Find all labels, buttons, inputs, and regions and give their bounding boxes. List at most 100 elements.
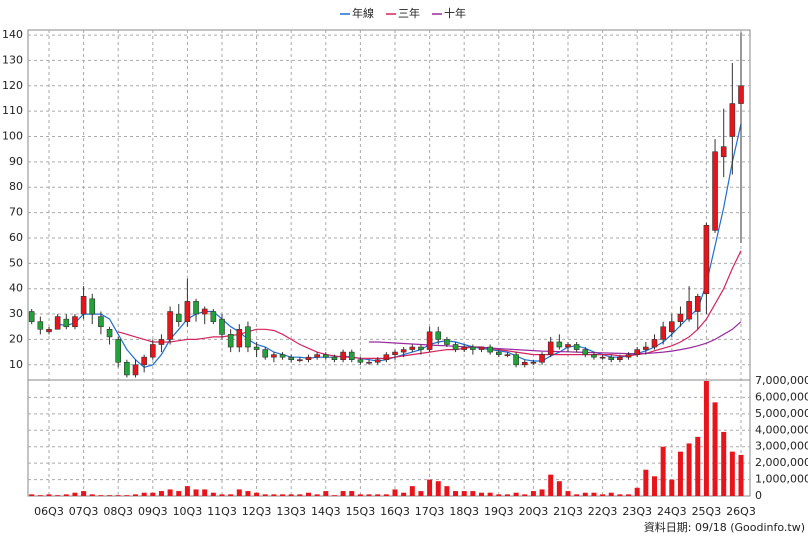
candle-body: [591, 354, 597, 358]
candle-body: [150, 344, 156, 358]
candle-body: [573, 344, 580, 350]
candle-body: [37, 321, 44, 330]
candle-body: [461, 346, 468, 350]
volume-bar: [401, 492, 407, 496]
candle-body: [677, 313, 684, 322]
volume-bar: [539, 489, 545, 496]
candle-body: [158, 339, 165, 345]
y-tick-label: 100: [2, 130, 23, 143]
volume-bar: [262, 494, 268, 496]
candle-body: [245, 326, 251, 348]
candle-body: [694, 296, 701, 312]
volume-bar: [479, 492, 484, 496]
candle-body: [72, 316, 78, 328]
y2-tick-label: 6,000,000: [755, 390, 808, 403]
candle-body: [357, 359, 364, 363]
candle-body: [565, 344, 571, 348]
y-tick-label: 140: [2, 28, 23, 41]
candle-body: [668, 321, 675, 333]
candle-body: [582, 349, 589, 355]
candle-body: [426, 331, 433, 350]
candle-body: [80, 296, 87, 315]
y-tick-label: 30: [9, 307, 23, 320]
volume-bar: [133, 494, 138, 496]
volume-bar: [383, 494, 389, 496]
candle-body: [539, 354, 545, 363]
y2-tick-label: 1,000,000: [755, 473, 808, 486]
candle-body: [46, 328, 52, 333]
volume-bar: [530, 491, 536, 496]
volume-bar: [712, 402, 718, 496]
volume-bar: [548, 474, 554, 496]
volume-bar: [634, 487, 640, 496]
volume-bar: [176, 491, 182, 496]
volume-bar: [98, 495, 104, 496]
volume-bar: [202, 489, 208, 496]
volume-bar: [297, 494, 303, 496]
y2-tick-label: 2,000,000: [755, 456, 808, 469]
volume-bar: [626, 494, 632, 496]
x-tick-label: 08Q3: [103, 505, 133, 518]
candle-body: [124, 361, 130, 376]
y2-tick-label: 4,000,000: [755, 423, 808, 436]
candle-body: [470, 346, 476, 350]
candle-body: [383, 354, 390, 361]
volume-bar: [72, 492, 78, 496]
x-tick-label: 25Q3: [692, 505, 722, 518]
ma-line: [57, 123, 742, 368]
x-tick-label: 07Q3: [69, 505, 99, 518]
candle-body: [89, 298, 96, 315]
candle-body: [660, 326, 666, 340]
volume-bar: [63, 494, 69, 496]
candle-body: [547, 341, 554, 355]
x-tick-label: 12Q3: [242, 505, 272, 518]
volume-bar: [349, 491, 355, 496]
candle-body: [738, 85, 744, 104]
y-tick-label: 20: [9, 332, 23, 345]
volume-bar: [643, 469, 649, 496]
volume-bar: [323, 491, 329, 496]
y-tick-label: 110: [2, 104, 23, 117]
volume-bar: [556, 481, 562, 496]
candle-body: [504, 354, 511, 356]
x-tick-label: 09Q3: [138, 505, 168, 518]
volume-bar: [271, 494, 277, 496]
candle-body: [297, 359, 303, 362]
volume-bar: [46, 494, 52, 496]
y-tick-label: 60: [9, 231, 23, 244]
candle-body: [279, 354, 286, 358]
candle-body: [305, 356, 312, 361]
legend-label: 年線: [352, 6, 374, 20]
candle-body: [712, 151, 718, 231]
candle-body: [556, 341, 563, 348]
x-tick-label: 16Q3: [380, 505, 410, 518]
candle-body: [106, 328, 113, 338]
candle-body: [418, 346, 424, 350]
volume-bar: [184, 486, 190, 496]
volume-bar: [115, 495, 121, 496]
volume-bar: [695, 436, 701, 496]
volume-bar: [306, 492, 311, 496]
volume-bar: [89, 494, 95, 496]
y2-tick-label: 3,000,000: [755, 440, 808, 453]
candle-body: [703, 224, 710, 295]
volume-bar: [686, 443, 692, 496]
ma-line: [369, 321, 742, 355]
volume-bar: [574, 494, 580, 496]
candle-body: [435, 331, 442, 340]
volume-bar: [81, 491, 87, 496]
candle-body: [478, 346, 485, 350]
volume-bar: [453, 491, 459, 496]
legend-label: 三年: [398, 6, 420, 20]
candle-body: [201, 308, 208, 315]
volume-bar: [729, 451, 735, 496]
volume-bar: [461, 491, 467, 496]
candle-body: [54, 316, 61, 330]
x-tick-label: 26Q3: [726, 505, 756, 518]
candle-body: [513, 354, 519, 366]
candle-body: [331, 356, 338, 361]
candle-body: [617, 356, 623, 361]
candle-body: [452, 344, 459, 350]
candle-body: [184, 301, 191, 322]
x-tick-label: 19Q3: [484, 505, 514, 518]
